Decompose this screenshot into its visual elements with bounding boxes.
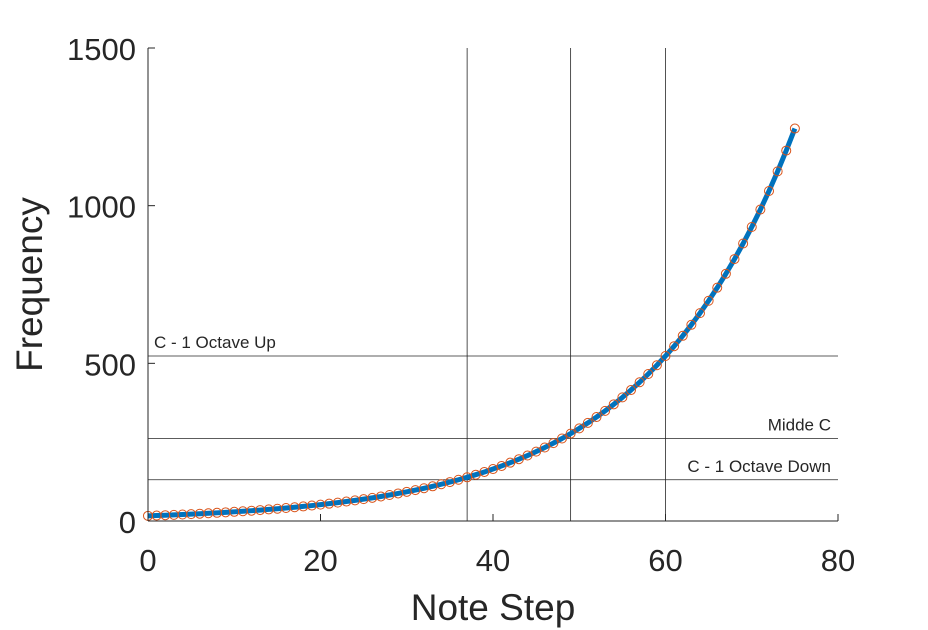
ticks: 0 20 40 60 80 0 500 1000 1500 <box>67 32 855 578</box>
y-tick-label: 1500 <box>67 32 136 67</box>
x-tick-label: 80 <box>821 543 855 578</box>
data-point-marker <box>634 377 645 388</box>
data-point-marker <box>479 466 490 477</box>
reference-labels: C - 1 Octave Up Midde C C - 1 Octave Down <box>154 333 831 476</box>
data-point-marker <box>720 268 731 279</box>
data-point-marker <box>789 123 800 134</box>
data-point-marker <box>565 428 576 439</box>
data-point-marker <box>600 405 611 416</box>
data-point-marker <box>669 341 680 352</box>
data-point-marker <box>643 369 654 379</box>
data-point-marker <box>764 186 774 196</box>
data-point-marker <box>505 457 516 468</box>
data-point-marker <box>660 351 671 361</box>
x-axis-title: Note Step <box>411 587 576 628</box>
data-point-marker <box>738 238 749 249</box>
data-point-marker <box>772 166 783 177</box>
x-tick-label: 60 <box>648 543 682 578</box>
reference-line-label: C - 1 Octave Down <box>687 457 831 476</box>
data-point-marker <box>582 417 593 428</box>
data-point-marker <box>677 330 688 341</box>
reference-line-label: C - 1 Octave Up <box>154 333 276 352</box>
data-point-marker <box>557 433 567 444</box>
data-point-marker <box>548 438 559 449</box>
y-axis-title: Frequency <box>9 197 50 372</box>
data-point-marker <box>781 145 792 156</box>
y-tick-label: 500 <box>84 347 136 382</box>
data-point-marker <box>539 442 550 453</box>
data-point-marker <box>496 460 507 471</box>
x-tick-label: 40 <box>476 543 510 578</box>
data-point-marker <box>574 423 585 434</box>
axes <box>147 48 838 522</box>
data-point-marker <box>729 254 740 265</box>
x-tick-label: 20 <box>303 543 337 578</box>
data-point-marker <box>531 446 542 457</box>
reference-line-label: Midde C <box>768 415 831 434</box>
data-point-marker <box>695 308 705 319</box>
data-point-marker <box>591 412 602 423</box>
data-point-marker <box>522 450 533 461</box>
y-tick-label: 0 <box>119 505 136 540</box>
data-point-marker <box>513 454 524 465</box>
data-point-marker <box>686 319 697 330</box>
data-point-marker <box>651 360 662 371</box>
y-tick-label: 1000 <box>67 190 136 225</box>
data-point-marker <box>755 204 766 215</box>
data-point-marker <box>712 282 723 293</box>
reference-lines <box>148 48 838 521</box>
data-point-marker <box>617 392 628 403</box>
data-point-marker <box>703 295 714 306</box>
data-point-marker <box>608 399 619 410</box>
series-layer <box>143 123 800 521</box>
data-point-marker <box>488 464 498 475</box>
data-point-marker <box>626 385 636 396</box>
data-point-marker <box>746 222 757 233</box>
x-tick-label: 0 <box>139 543 156 578</box>
